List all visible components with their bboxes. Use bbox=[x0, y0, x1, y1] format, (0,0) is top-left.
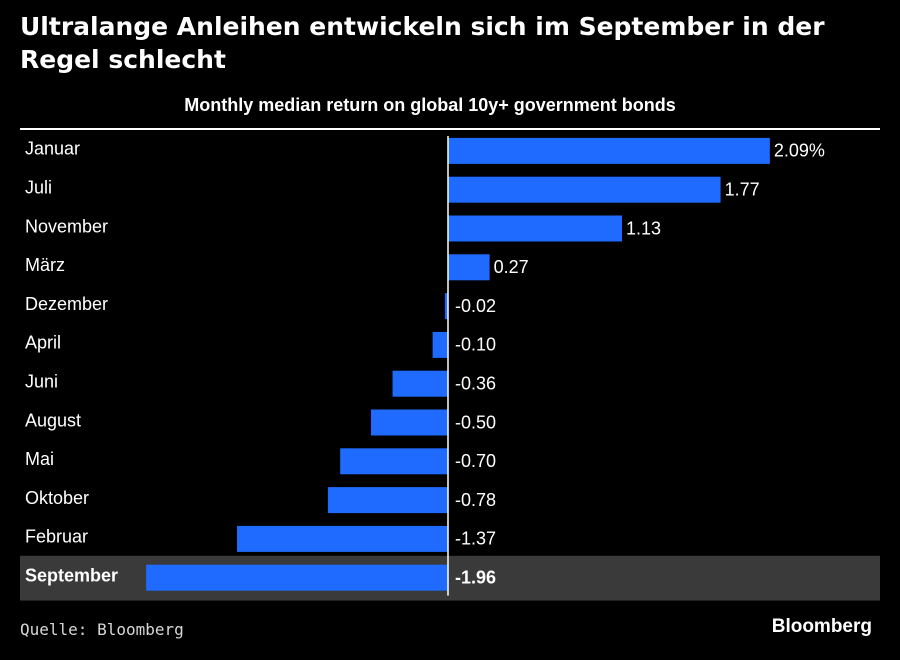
data-label: -0.70 bbox=[455, 451, 496, 471]
bar bbox=[392, 370, 448, 397]
category-label: Mai bbox=[25, 449, 54, 469]
bar bbox=[327, 487, 448, 514]
category-label: Dezember bbox=[25, 294, 108, 314]
bar bbox=[146, 564, 448, 591]
category-label: November bbox=[25, 216, 108, 236]
data-label: -0.10 bbox=[455, 335, 496, 355]
data-label: -1.96 bbox=[455, 567, 496, 587]
category-label: Oktober bbox=[25, 488, 89, 508]
data-label: 0.27 bbox=[494, 257, 529, 277]
title-rule bbox=[20, 128, 880, 130]
bar bbox=[444, 293, 448, 320]
headline: Ultralange Anleihen entwickeln sich im S… bbox=[20, 12, 825, 74]
data-label: -1.37 bbox=[455, 529, 496, 549]
data-label: -0.36 bbox=[455, 373, 496, 393]
bloomberg-logo: Bloomberg bbox=[771, 616, 872, 637]
category-label: Juni bbox=[25, 371, 58, 391]
bar bbox=[448, 137, 770, 164]
data-label: -0.02 bbox=[455, 296, 496, 316]
category-label: Juli bbox=[25, 177, 52, 197]
data-label: 2.09% bbox=[774, 141, 825, 161]
data-label: 1.13 bbox=[626, 218, 661, 238]
bar bbox=[432, 331, 448, 358]
category-label: August bbox=[25, 410, 81, 430]
bar bbox=[448, 176, 721, 203]
bar bbox=[448, 215, 623, 242]
bar bbox=[340, 448, 448, 475]
data-label: -0.50 bbox=[455, 412, 496, 432]
bar bbox=[371, 409, 448, 436]
category-label: Februar bbox=[25, 527, 88, 547]
data-label: 1.77 bbox=[725, 179, 760, 199]
category-label: September bbox=[25, 565, 118, 585]
category-label: März bbox=[25, 255, 65, 275]
bar-chart: Januar 2.09% Juli 1.77 November 1.13 März 0.27 D… bbox=[20, 136, 880, 601]
bar bbox=[448, 254, 490, 281]
source-note: Quelle: Bloomberg bbox=[20, 620, 184, 639]
category-label: Januar bbox=[25, 139, 80, 159]
chart-title: Monthly median return on global 10y+ gov… bbox=[184, 95, 676, 115]
category-label: April bbox=[25, 333, 61, 353]
data-label: -0.78 bbox=[455, 490, 496, 510]
bar bbox=[237, 525, 448, 552]
